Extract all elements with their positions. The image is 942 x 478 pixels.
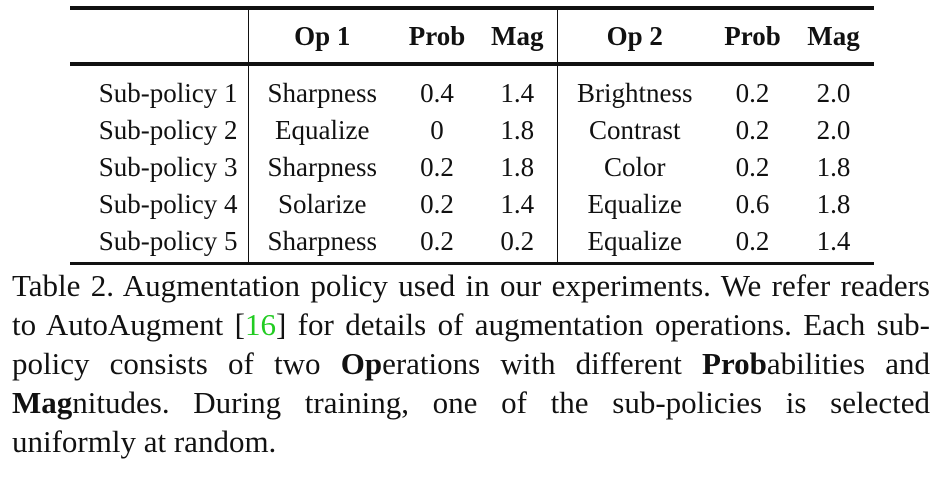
table-row: Sub-policy 5 Sharpness 0.2 0.2 Equalize 0.2 1.… <box>70 223 874 264</box>
table-cell: Brightness <box>576 78 693 108</box>
header-cell: Op 2 <box>606 20 663 51</box>
table-cell: Sharpness <box>267 152 378 182</box>
table-cell: Equalize <box>587 189 682 219</box>
table-cell: Solarize <box>278 189 367 219</box>
caption-text: erations with different <box>382 346 703 381</box>
caption-bold: Op <box>340 346 383 381</box>
table-cell: 0 <box>430 115 444 145</box>
table-cell: 1.8 <box>478 149 558 186</box>
caption-text: ] for details of augmentation operations… <box>12 307 930 381</box>
policy-table: Op 1 Prob Mag Op 2 Prob Mag Sub-policy 1 Sharp… <box>70 6 874 265</box>
table-cell: 0.2 <box>478 223 558 264</box>
table-cell: 0.2 <box>735 78 770 108</box>
table-cell: 0.4 <box>420 78 454 108</box>
header-cell: Mag <box>478 8 558 64</box>
table-cell: 0.2 <box>420 189 454 219</box>
row-label: Sub-policy 5 <box>70 223 249 264</box>
table-cell: Contrast <box>589 115 681 145</box>
table-cell: 1.8 <box>478 112 558 149</box>
header-cell: Prob <box>408 20 466 51</box>
row-label: Sub-policy 4 <box>70 186 249 223</box>
table-row: Sub-policy 4 Solarize 0.2 1.4 Equalize 0.6 1.8 <box>70 186 874 223</box>
table-row: Sub-policy 2 Equalize 0 1.8 Contrast 0.2 2.0 <box>70 112 874 149</box>
table-row: Sub-policy 1 Sharpness 0.4 1.4 Brightness 0.2… <box>70 64 874 112</box>
caption-text: Table 2. Augmentation policy used in our… <box>12 268 930 342</box>
table-cell: 0.2 <box>420 226 454 256</box>
header-cell: Prob <box>724 20 781 51</box>
table-cell: 1.4 <box>478 64 558 112</box>
header-cell <box>70 8 249 64</box>
table-cell: 1.8 <box>816 189 851 219</box>
row-label: Sub-policy 3 <box>70 149 249 186</box>
caption-bold: Prob <box>702 346 767 381</box>
header-cell: Op 1 <box>294 20 351 51</box>
table-cell: 2.0 <box>816 115 851 145</box>
row-label: Sub-policy 2 <box>70 112 249 149</box>
table-cell: 1.4 <box>478 186 558 223</box>
table-cell: 1.4 <box>816 226 851 256</box>
table-body: Sub-policy 1 Sharpness 0.4 1.4 Brightness 0.2… <box>70 64 874 264</box>
table-cell: Equalize <box>587 226 682 256</box>
header-cell: Mag <box>807 20 860 51</box>
table-cell: 0.2 <box>735 152 770 182</box>
caption-text: abilities and <box>766 346 930 381</box>
citation: 16 <box>244 307 276 342</box>
table-cell: 1.8 <box>816 152 851 182</box>
caption-bold: Mag <box>12 385 73 420</box>
table-cell: Sharpness <box>267 78 378 108</box>
table-row: Sub-policy 3 Sharpness 0.2 1.8 Color 0.2 1.8 <box>70 149 874 186</box>
caption-text: nitudes. During training, one of the sub… <box>12 385 930 459</box>
table-cell: Color <box>603 152 666 182</box>
header-row: Op 1 Prob Mag Op 2 Prob Mag <box>70 8 874 64</box>
table-cell: 0.6 <box>735 189 770 219</box>
table-cell: Equalize <box>275 115 370 145</box>
table-cell: 0.2 <box>735 115 770 145</box>
table-cell: Sharpness <box>267 226 378 256</box>
table-cell: 0.2 <box>420 152 454 182</box>
caption: Table 2. Augmentation policy used in our… <box>12 266 930 461</box>
row-label: Sub-policy 1 <box>70 64 249 112</box>
table-cell: 2.0 <box>816 78 851 108</box>
table-cell: 0.2 <box>735 226 770 256</box>
